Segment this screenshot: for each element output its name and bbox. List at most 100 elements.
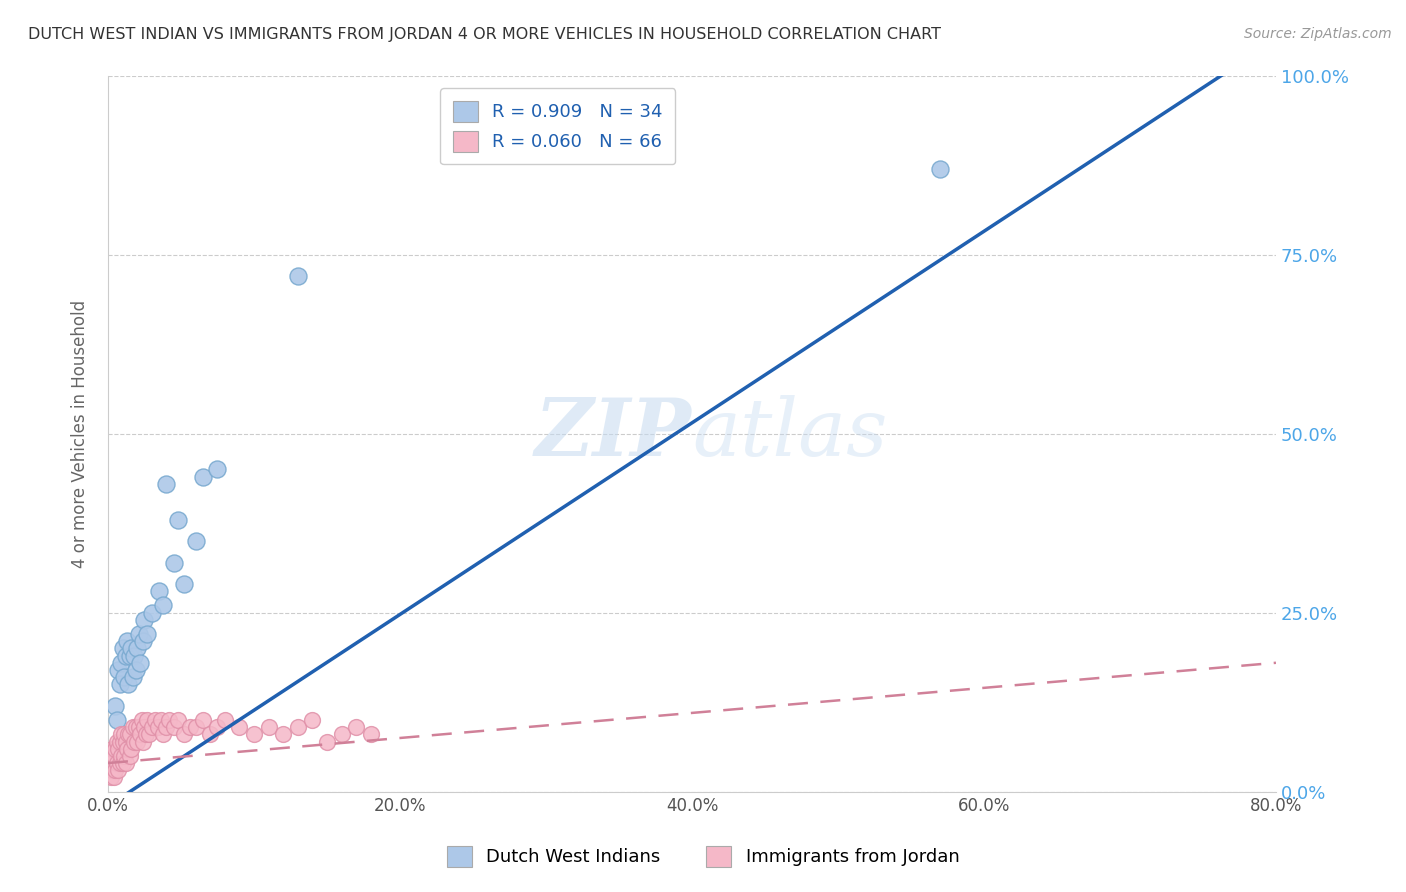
Point <box>360 727 382 741</box>
Point <box>110 727 132 741</box>
Legend: R = 0.909   N = 34, R = 0.060   N = 66: R = 0.909 N = 34, R = 0.060 N = 66 <box>440 88 675 164</box>
Point <box>129 656 152 670</box>
Point <box>127 641 149 656</box>
Point <box>134 720 156 734</box>
Point <box>100 770 122 784</box>
Point <box>157 713 180 727</box>
Point <box>118 648 141 663</box>
Point <box>207 462 229 476</box>
Point <box>112 748 135 763</box>
Point <box>121 720 143 734</box>
Point <box>191 713 214 727</box>
Point <box>104 741 127 756</box>
Point <box>136 713 159 727</box>
Point <box>132 734 155 748</box>
Point <box>115 741 138 756</box>
Point <box>111 641 134 656</box>
Legend: Dutch West Indians, Immigrants from Jordan: Dutch West Indians, Immigrants from Jord… <box>440 838 966 874</box>
Point <box>107 763 129 777</box>
Point <box>122 734 145 748</box>
Point <box>344 720 367 734</box>
Point <box>243 727 266 741</box>
Point <box>108 734 131 748</box>
Point <box>155 720 177 734</box>
Point <box>135 727 157 741</box>
Text: atlas: atlas <box>692 395 887 473</box>
Point <box>129 727 152 741</box>
Text: ZIP: ZIP <box>536 395 692 473</box>
Point <box>122 648 145 663</box>
Point <box>173 727 195 741</box>
Point <box>111 756 134 770</box>
Point <box>184 534 207 549</box>
Point <box>104 698 127 713</box>
Point <box>167 713 190 727</box>
Point <box>101 748 124 763</box>
Point <box>330 727 353 741</box>
Point <box>110 748 132 763</box>
Point <box>929 161 952 176</box>
Point <box>152 727 174 741</box>
Point <box>146 720 169 734</box>
Point <box>198 727 221 741</box>
Point <box>138 727 160 741</box>
Point <box>132 634 155 648</box>
Point <box>271 727 294 741</box>
Point <box>301 713 323 727</box>
Point <box>118 748 141 763</box>
Point <box>148 584 170 599</box>
Point <box>163 720 186 734</box>
Point <box>118 727 141 741</box>
Point <box>128 720 150 734</box>
Point <box>179 720 201 734</box>
Point <box>155 476 177 491</box>
Point <box>120 741 142 756</box>
Point <box>108 756 131 770</box>
Point <box>141 606 163 620</box>
Point <box>101 741 124 756</box>
Point <box>114 756 136 770</box>
Point <box>103 748 125 763</box>
Point <box>125 663 148 677</box>
Point <box>131 713 153 727</box>
Text: DUTCH WEST INDIAN VS IMMIGRANTS FROM JORDAN 4 OR MORE VEHICLES IN HOUSEHOLD CORR: DUTCH WEST INDIAN VS IMMIGRANTS FROM JOR… <box>28 27 941 42</box>
Point <box>112 727 135 741</box>
Point <box>103 770 125 784</box>
Point <box>120 641 142 656</box>
Point <box>173 577 195 591</box>
Point <box>98 756 121 770</box>
Point <box>143 713 166 727</box>
Point <box>105 734 128 748</box>
Y-axis label: 4 or more Vehicles in Household: 4 or more Vehicles in Household <box>72 300 89 567</box>
Point <box>257 720 280 734</box>
Point <box>191 469 214 483</box>
Point <box>207 720 229 734</box>
Point <box>134 613 156 627</box>
Point <box>141 720 163 734</box>
Point <box>107 741 129 756</box>
Point <box>287 720 309 734</box>
Point <box>152 599 174 613</box>
Point <box>121 670 143 684</box>
Point <box>163 556 186 570</box>
Point <box>149 713 172 727</box>
Point <box>105 756 128 770</box>
Point <box>110 656 132 670</box>
Point <box>128 627 150 641</box>
Point <box>117 677 139 691</box>
Point <box>167 512 190 526</box>
Point <box>127 734 149 748</box>
Point <box>111 734 134 748</box>
Point <box>316 734 339 748</box>
Point <box>214 713 236 727</box>
Point <box>115 634 138 648</box>
Point <box>114 648 136 663</box>
Point <box>228 720 250 734</box>
Point <box>112 670 135 684</box>
Point <box>101 763 124 777</box>
Point <box>105 713 128 727</box>
Point <box>125 720 148 734</box>
Point <box>136 627 159 641</box>
Text: Source: ZipAtlas.com: Source: ZipAtlas.com <box>1244 27 1392 41</box>
Point <box>184 720 207 734</box>
